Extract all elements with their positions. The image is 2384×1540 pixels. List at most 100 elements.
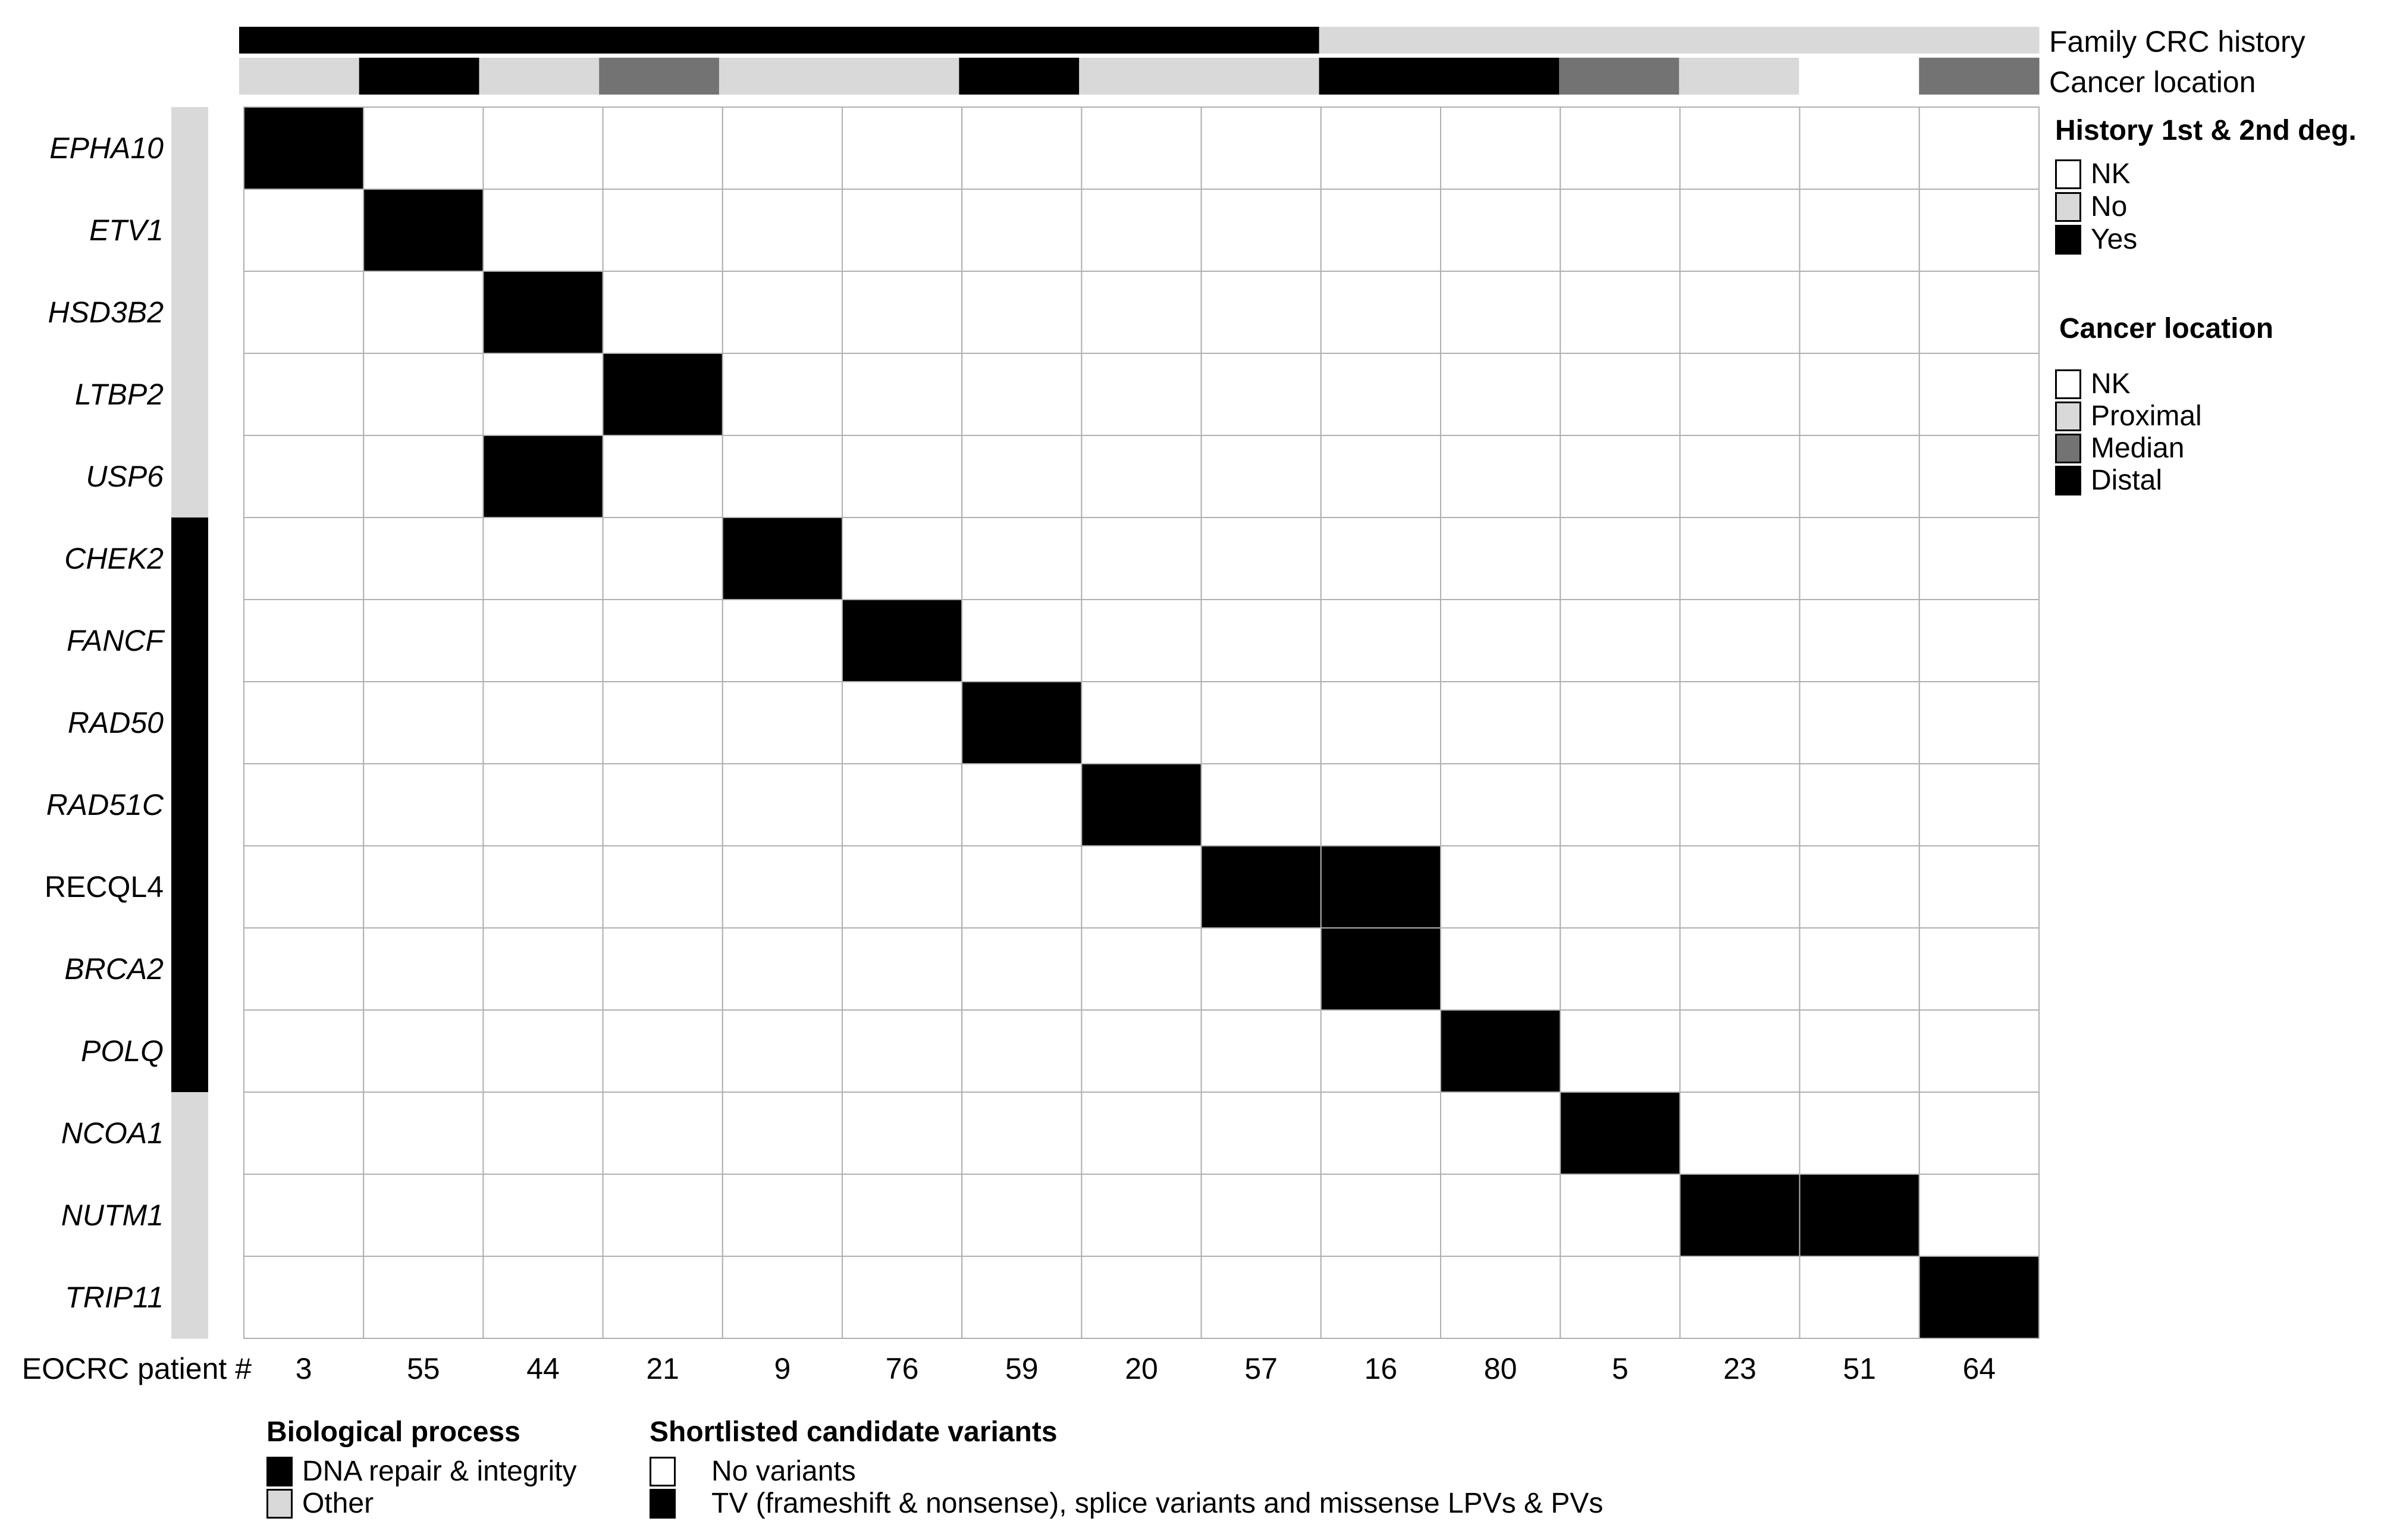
cell-HSD3B2-5: [1560, 271, 1681, 354]
cell-NUTM1-57: [1200, 1174, 1322, 1257]
cell-HSD3B2-80: [1440, 271, 1561, 354]
cell-BRCA2-16: [1320, 927, 1442, 1011]
variants-tv-label: TV (frameshift & nonsense), splice varia…: [711, 1488, 1604, 1519]
cell-USP6-55: [363, 435, 484, 518]
history-legend-no: No: [2055, 190, 2127, 223]
cancer-location-cell-80: [1439, 58, 1560, 95]
cell-RAD51C-44: [482, 763, 604, 846]
cell-ETV1-59: [961, 189, 1083, 272]
cell-HSD3B2-57: [1200, 271, 1322, 354]
cell-POLQ-23: [1679, 1009, 1800, 1093]
cell-NCOA1-64: [1918, 1092, 2040, 1175]
family-history-cell-3: [239, 27, 360, 54]
family-history-cell-5: [1559, 27, 1680, 54]
process-cell-RAD51C: [171, 764, 208, 846]
cell-POLQ-9: [722, 1009, 843, 1093]
patient-label-5: 5: [1612, 1352, 1629, 1385]
cell-RAD50-44: [482, 681, 604, 764]
patient-label-16: 16: [1364, 1352, 1398, 1385]
family-history-cell-16: [1319, 27, 1439, 54]
process-other-label: Other: [302, 1488, 374, 1519]
cell-NCOA1-9: [722, 1092, 843, 1175]
cell-RAD50-57: [1200, 681, 1322, 764]
patient-label-76: 76: [886, 1352, 919, 1385]
process-cell-FANCF: [171, 600, 208, 682]
cell-USP6-23: [1679, 435, 1800, 518]
cell-TRIP11-80: [1440, 1256, 1561, 1339]
cell-RECQL4-21: [602, 845, 723, 929]
cell-RAD51C-23: [1679, 763, 1800, 846]
cell-HSD3B2-3: [243, 271, 365, 354]
cell-POLQ-59: [961, 1009, 1083, 1093]
cell-NUTM1-5: [1560, 1174, 1681, 1257]
process-dna-swatch: [266, 1456, 293, 1486]
cell-RECQL4-9: [722, 845, 843, 929]
cell-RAD51C-76: [842, 763, 963, 846]
process-legend-dna: DNA repair & integrity: [266, 1455, 577, 1488]
cell-HSD3B2-51: [1799, 271, 1920, 354]
cell-BRCA2-57: [1200, 927, 1322, 1011]
family-history-cell-57: [1199, 27, 1320, 54]
cell-HSD3B2-59: [961, 271, 1083, 354]
gene-label-BRCA2: BRCA2: [64, 952, 164, 986]
history-no-label: No: [2091, 191, 2128, 222]
cell-NUTM1-80: [1440, 1174, 1561, 1257]
cell-NUTM1-59: [961, 1174, 1083, 1257]
cell-NCOA1-59: [961, 1092, 1083, 1175]
cell-USP6-20: [1081, 435, 1202, 518]
patient-label-64: 64: [1963, 1352, 1996, 1385]
cell-FANCF-64: [1918, 599, 2040, 682]
axis-labels: EPHA10 ETV1 HSD3B2 LTBP2 USP6 CHEK2 FANCF RAD50…: [45, 131, 1996, 1385]
cell-EPHA10-9: [722, 106, 843, 190]
cell-NCOA1-57: [1200, 1092, 1322, 1175]
family-history-cell-9: [719, 27, 840, 54]
family-history-cell-76: [839, 27, 959, 54]
variants-legend-title: Shortlisted candidate variants: [650, 1416, 1058, 1448]
gene-label-EPHA10: EPHA10: [49, 131, 164, 165]
patient-label-55: 55: [407, 1352, 440, 1385]
cell-POLQ-20: [1081, 1009, 1202, 1093]
cell-LTBP2-20: [1081, 353, 1202, 436]
cell-RAD50-59: [961, 681, 1083, 764]
cell-LTBP2-59: [961, 353, 1083, 436]
cancer-location-cell-59: [959, 58, 1080, 95]
cell-USP6-59: [961, 435, 1083, 518]
cell-CHEK2-44: [482, 517, 604, 600]
cell-CHEK2-55: [363, 517, 484, 600]
cell-USP6-5: [1560, 435, 1681, 518]
cell-RECQL4-51: [1799, 845, 1920, 929]
cell-RAD50-23: [1679, 681, 1800, 764]
cancer-location-cell-9: [719, 58, 840, 95]
cell-NCOA1-23: [1679, 1092, 1800, 1175]
family-history-cell-23: [1679, 27, 1800, 54]
process-legend-title: Biological process: [266, 1416, 520, 1448]
process-cell-HSD3B2: [171, 271, 208, 354]
variants-legend-tv: TV (frameshift & nonsense), splice varia…: [650, 1487, 1603, 1520]
cell-LTBP2-64: [1918, 353, 2040, 436]
cell-USP6-64: [1918, 435, 2040, 518]
cell-NUTM1-44: [482, 1174, 604, 1257]
patient-label-57: 57: [1244, 1352, 1278, 1385]
cell-RAD51C-9: [722, 763, 843, 846]
cell-NUTM1-55: [363, 1174, 484, 1257]
family-history-cell-51: [1799, 27, 1919, 54]
patient-label-21: 21: [646, 1352, 679, 1385]
cell-LTBP2-3: [243, 353, 365, 436]
cell-RECQL4-44: [482, 845, 604, 929]
cell-FANCF-57: [1200, 599, 1322, 682]
cell-HSD3B2-16: [1320, 271, 1442, 354]
cell-TRIP11-64: [1918, 1256, 2040, 1339]
family-history-cell-44: [479, 27, 600, 54]
cell-FANCF-80: [1440, 599, 1561, 682]
annotation-bars: [239, 27, 2040, 95]
cell-CHEK2-64: [1918, 517, 2040, 600]
process-bar: [171, 107, 208, 1339]
cell-USP6-9: [722, 435, 843, 518]
cancer-location-cell-57: [1199, 58, 1320, 95]
location-distal-label: Distal: [2091, 465, 2163, 496]
process-cell-POLQ: [171, 1010, 208, 1093]
process-cell-EPHA10: [171, 107, 208, 190]
history-yes-label: Yes: [2091, 224, 2138, 255]
cell-POLQ-21: [602, 1009, 723, 1093]
cell-HSD3B2-76: [842, 271, 963, 354]
